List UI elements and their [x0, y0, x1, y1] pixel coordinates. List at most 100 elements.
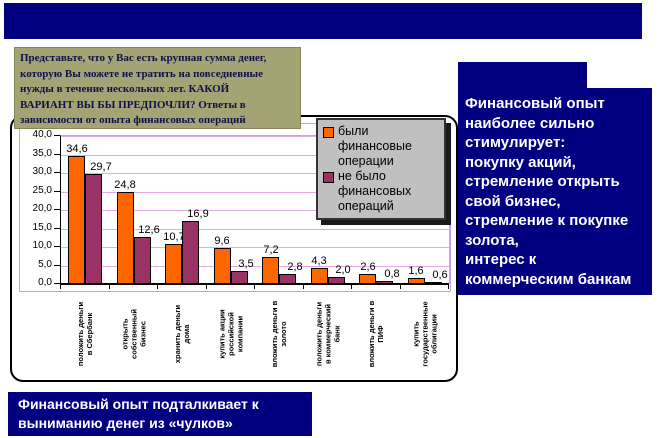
bar-value-label: 2,6 [360, 261, 376, 273]
y-tick [54, 209, 60, 210]
y-tick-label: 5,0 [38, 258, 52, 270]
x-category-label: хранить деньги дома [172, 304, 191, 364]
top-banner [4, 3, 642, 39]
x-category-label: положить деньги в Сбербанк [75, 301, 94, 367]
category-tick [254, 284, 255, 289]
category-tick [400, 284, 401, 289]
category-tick [448, 284, 449, 289]
y-tick-label: 25,0 [32, 184, 52, 196]
gridline [61, 228, 449, 230]
legend-swatch [323, 172, 334, 183]
legend-item: были финансовые операции [323, 124, 442, 169]
x-category: положить деньги в коммерческий банк [303, 289, 352, 379]
bar-value-label: 34,6 [66, 143, 88, 155]
x-category: купить государственные облигации [400, 289, 449, 379]
bar [231, 271, 248, 284]
y-tick-label: 30,0 [32, 166, 52, 177]
x-category-label: положить деньги в коммерческий банк [314, 301, 341, 367]
category-tick [303, 284, 304, 289]
y-tick-label: 10,0 [32, 240, 52, 251]
question-box: Представьте, что у Вас есть крупная сумм… [14, 47, 301, 129]
bar-value-label: 7,2 [263, 244, 279, 256]
x-category: вложить деньги в ПИФ [351, 289, 400, 379]
gridline [61, 136, 449, 137]
category-tick [206, 284, 207, 289]
legend-label: были финансовые операции [338, 124, 412, 168]
bar-value-label: 2,0 [335, 264, 351, 276]
bar [359, 274, 376, 284]
x-category: положить деньги в Сбербанк [60, 289, 109, 379]
y-tick [54, 264, 60, 266]
bar-value-label: 12,6 [138, 224, 160, 236]
bar-value-label: 10,7 [163, 231, 185, 243]
gridline [61, 173, 449, 174]
bar [376, 281, 393, 284]
bar-value-label: 0,8 [384, 268, 400, 280]
right-note-text: Финансовый опыт наиболее сильно стимулир… [465, 95, 632, 288]
bar [68, 156, 85, 284]
gridline [61, 265, 449, 267]
bar-value-label: 3,5 [238, 258, 254, 270]
y-tick [54, 190, 60, 192]
x-category-label: вложить деньги в золото [269, 300, 288, 368]
y-tick-label: 0,0 [38, 277, 52, 288]
bar-value-label: 24,8 [114, 179, 136, 191]
bar-value-label: 2,8 [287, 261, 303, 273]
y-tick-label: 35,0 [32, 147, 52, 159]
x-category: хранить деньги дома [157, 289, 206, 379]
bar [85, 174, 102, 284]
bottom-note-text: Финансовый опыт подталкивает к выниманию… [18, 396, 259, 431]
gridline [61, 247, 449, 248]
y-tick [54, 283, 60, 284]
bar-value-label: 1,6 [408, 265, 424, 277]
bottom-note: Финансовый опыт подталкивает к выниманию… [8, 392, 312, 436]
bar-value-label: 4,3 [311, 255, 327, 267]
gridline [61, 154, 449, 156]
right-note-tab [458, 62, 587, 92]
category-tick [60, 284, 61, 289]
bar [328, 277, 345, 284]
legend-swatch [323, 127, 334, 138]
bar [165, 244, 182, 284]
x-category-label: вложить деньги в ПИФ [366, 300, 385, 368]
y-tick [54, 153, 60, 155]
bar [214, 248, 231, 284]
bar-value-label: 0,6 [432, 269, 448, 281]
legend-item: не было финансовых операций [323, 169, 442, 214]
right-note: Финансовый опыт наиболее сильно стимулир… [458, 88, 652, 295]
category-tick [157, 284, 158, 289]
bar [117, 192, 134, 284]
x-category-label: открыть собственный бизнес [120, 309, 147, 359]
x-category-label: купить акции российской компании [217, 309, 244, 359]
y-tick-label: 15,0 [32, 221, 52, 233]
bar-value-label: 29,7 [90, 161, 112, 173]
x-axis-labels: положить деньги в Сбербанк открыть собств… [60, 289, 449, 379]
x-category-label: купить государственные облигации [411, 301, 438, 367]
x-category: открыть собственный бизнес [109, 289, 158, 379]
bar [182, 221, 199, 284]
y-tick-label: 20,0 [32, 203, 52, 214]
bar [279, 274, 296, 284]
bar-value-label: 16,9 [187, 208, 209, 220]
bar [311, 268, 328, 284]
y-tick [54, 135, 60, 136]
legend: были финансовые операции не было финансов… [316, 118, 446, 220]
y-tick [54, 246, 60, 247]
y-tick-label: 40,0 [32, 129, 52, 140]
x-category: вложить деньги в золото [254, 289, 303, 379]
y-tick [54, 172, 60, 173]
y-axis: 0,0 5,0 10,0 15,0 20,0 25,0 30,0 35,0 40,0 [12, 117, 456, 380]
x-category: купить акции российской компании [206, 289, 255, 379]
gridline [61, 191, 449, 193]
question-text: Представьте, что у Вас есть крупная сумм… [20, 52, 267, 126]
category-tick [351, 284, 352, 289]
bar [134, 237, 151, 284]
bar-value-label: 9,6 [214, 235, 230, 247]
category-tick [109, 284, 110, 289]
gridline [61, 210, 449, 211]
bar [408, 278, 425, 284]
plot-area: 34,6 29,7 24,8 12,6 10,7 16,9 9,6 3,5 7,2 2,8 4,3 2… [60, 135, 450, 284]
bar [262, 257, 279, 284]
legend-label: не было финансовых операций [338, 169, 412, 213]
